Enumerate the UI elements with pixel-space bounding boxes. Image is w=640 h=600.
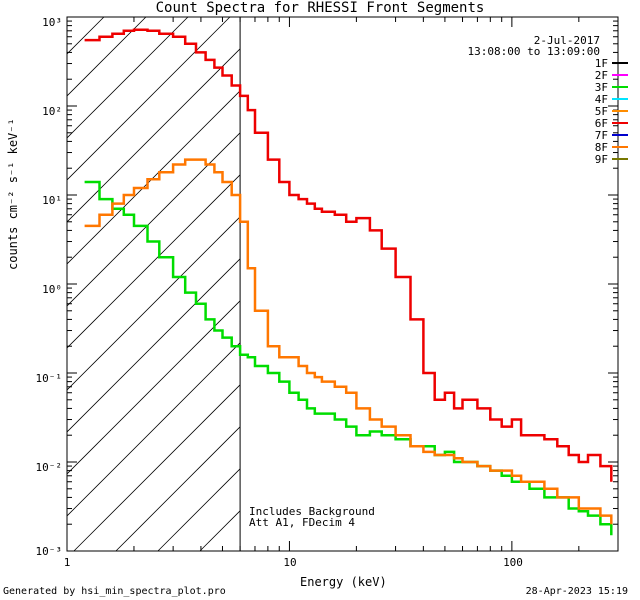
hatch-line <box>66 132 241 307</box>
y-tick-label-1e3: 10³ <box>42 16 62 29</box>
background-note: Includes Background <box>249 505 375 518</box>
legend-label: 7F <box>594 128 608 142</box>
hatch-line <box>66 300 241 475</box>
attenuator-hatch-region <box>66 16 241 552</box>
x-tick-label-1: 1 <box>64 556 71 569</box>
y-tick-label-1e-2: 10⁻² <box>36 461 63 474</box>
legend-label: 4F <box>594 92 608 106</box>
legend-entry: 1F <box>594 56 628 70</box>
legend-entry: 7F <box>594 128 628 142</box>
legend-swatch <box>612 110 628 112</box>
series-line-8f <box>84 158 613 525</box>
legend-entry: 4F <box>594 92 628 106</box>
legend-label: 2F <box>594 68 608 82</box>
y-tick-label-1e1: 10¹ <box>42 194 62 207</box>
legend-label: 6F <box>594 116 608 130</box>
hatch-line <box>115 426 241 552</box>
legend-entry: 8F <box>594 140 628 154</box>
y-tick-label-1e2: 10² <box>42 105 62 118</box>
legend-entry: 9F <box>594 152 628 166</box>
legend-label: 3F <box>594 80 608 94</box>
y-tick-label-1e-1: 10⁻¹ <box>36 372 63 385</box>
legend-label: 1F <box>594 56 608 70</box>
hatch-line <box>66 16 105 55</box>
y-tick-label-1e0: 10⁰ <box>42 283 62 296</box>
legend-label: 8F <box>594 140 608 154</box>
y-axis-label: counts cm⁻² s⁻¹ keV⁻¹ <box>6 118 20 270</box>
hatch-line <box>66 48 241 223</box>
legend-swatch <box>612 122 628 124</box>
hatch-line <box>66 258 241 433</box>
legend-label: 5F <box>594 104 608 118</box>
hatch-line <box>66 216 241 391</box>
legend-swatch <box>612 62 628 64</box>
legend-entry: 6F <box>594 116 628 130</box>
legend: 1F 2F 3F 4F 5F 6F 7F 8F 9F <box>594 56 628 166</box>
legend-swatch <box>612 86 628 88</box>
hatch-line <box>199 510 241 552</box>
hatch-line <box>66 16 231 181</box>
x-axis-label: Energy (keV) <box>300 575 387 589</box>
timestamp-footer: 28-Apr-2023 15:19 <box>525 586 628 597</box>
series-lines <box>84 28 613 536</box>
legend-label: 9F <box>594 152 608 166</box>
hatch-line <box>66 174 241 349</box>
legend-entry: 2F <box>594 68 628 82</box>
hatch-line <box>73 384 241 552</box>
axis-tick-labels: 1 10 100 10³ 10² 10¹ 10⁰ 10⁻¹ 10⁻² 10⁻³ <box>36 16 523 569</box>
legend-swatch <box>612 158 628 160</box>
hatch-line <box>66 16 189 139</box>
legend-swatch <box>612 146 628 148</box>
legend-entry: 3F <box>594 80 628 94</box>
legend-entry: 5F <box>594 104 628 118</box>
y-tick-label-1e-3: 10⁻³ <box>36 545 63 558</box>
legend-swatch <box>612 74 628 76</box>
legend-swatch <box>612 98 628 100</box>
series-line-3f <box>84 180 613 536</box>
axis-ticks <box>66 16 619 552</box>
chart-title: Count Spectra for RHESSI Front Segments <box>155 0 485 16</box>
x-tick-label-10: 10 <box>283 556 296 569</box>
observation-date: 2-Jul-2017 <box>533 34 600 47</box>
hatch-line <box>66 342 241 517</box>
hatch-line <box>66 90 241 265</box>
generator-footer: Generated by hsi_min_spectra_plot.pro <box>3 586 226 597</box>
legend-swatch <box>612 134 628 136</box>
series-line-6f <box>84 28 613 482</box>
x-tick-label-100: 100 <box>503 556 523 569</box>
observation-time-range: 13:08:00 to 13:09:00 <box>467 45 600 58</box>
hatch-line <box>157 468 241 552</box>
attenuator-note: Att A1, FDecim 4 <box>249 516 355 529</box>
